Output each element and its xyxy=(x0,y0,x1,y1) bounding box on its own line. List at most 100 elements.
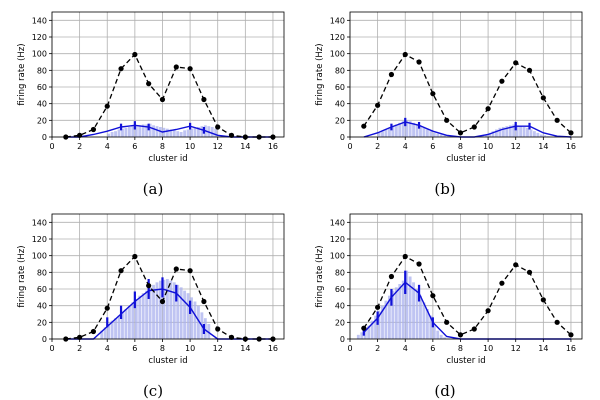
histogram-bar xyxy=(186,293,190,339)
x-tick-label: 14 xyxy=(240,142,250,151)
black-series-point xyxy=(471,124,477,130)
x-tick-label: 14 xyxy=(240,344,250,353)
histogram-bar xyxy=(422,302,426,339)
histogram-bar xyxy=(197,305,200,339)
histogram-bar xyxy=(193,127,197,137)
histogram-bar xyxy=(117,129,121,137)
black-series-point xyxy=(402,51,408,58)
histogram-bar xyxy=(436,330,440,339)
histogram-bar xyxy=(432,132,436,137)
black-series-point xyxy=(388,71,395,78)
histogram-bar xyxy=(405,120,409,137)
histogram-bar xyxy=(394,287,398,339)
histogram-bar xyxy=(207,324,211,339)
y-tick-label: 20 xyxy=(37,116,47,125)
histogram-bar xyxy=(131,302,135,339)
x-tick-label: 4 xyxy=(403,142,408,151)
histogram-bar xyxy=(356,334,360,339)
x-tick-label: 0 xyxy=(49,142,54,151)
black-series-point xyxy=(375,304,381,310)
black-series-point xyxy=(402,253,408,260)
black-series-point xyxy=(361,123,367,129)
y-tick-label: 120 xyxy=(32,235,47,244)
black-series-point xyxy=(513,60,519,66)
histogram-bar xyxy=(519,126,523,137)
x-tick-label: 10 xyxy=(483,344,493,353)
histogram-bar xyxy=(155,282,159,339)
x-tick-label: 6 xyxy=(132,142,137,151)
black-series-line xyxy=(65,255,273,340)
histogram-bar xyxy=(377,310,381,339)
y-axis-label: firing rate (Hz) xyxy=(315,245,325,307)
y-tick-label: 140 xyxy=(330,16,345,25)
panel-c: 0 2 4 6 8 10 12 14 16 0 20 40 60 80 100 120 140 cluster i… xyxy=(17,213,285,400)
black-series-point xyxy=(173,64,179,70)
histogram-bar xyxy=(169,280,173,339)
black-series-line xyxy=(363,53,572,134)
histogram-bar xyxy=(439,134,443,137)
histogram-bar xyxy=(425,129,429,137)
histogram-bar xyxy=(127,305,131,339)
x-tick-label: 8 xyxy=(458,344,463,353)
histogram-bar xyxy=(114,131,117,137)
histogram-bar xyxy=(190,128,193,137)
histogram-bar xyxy=(398,284,402,339)
histogram-bar xyxy=(391,126,395,137)
black-series-point xyxy=(457,130,464,136)
histogram-bar xyxy=(536,132,540,137)
histogram-bar xyxy=(141,293,145,339)
histogram-bar xyxy=(360,332,364,339)
histogram-bar xyxy=(432,324,436,339)
y-tick-label: 100 xyxy=(330,50,345,59)
black-series-point xyxy=(361,325,367,331)
histogram-bar xyxy=(193,301,197,339)
histogram-bar xyxy=(162,279,166,339)
black-series-point xyxy=(159,298,166,305)
black-series-point xyxy=(568,332,574,338)
panel-caption: (d) xyxy=(434,382,455,400)
x-axis-label: cluster id xyxy=(148,356,187,366)
histogram-bar xyxy=(446,136,450,137)
x-tick-label: 2 xyxy=(375,142,380,151)
histogram-bar xyxy=(190,297,193,339)
panel-b: 0 2 4 6 8 10 12 14 16 0 20 40 60 80 100 120 140 cluster i… xyxy=(315,11,583,198)
histogram-bar xyxy=(197,127,200,137)
x-tick-label: 16 xyxy=(566,142,576,151)
histogram-bar xyxy=(186,129,190,137)
x-tick-label: 6 xyxy=(430,344,435,353)
histogram-bar xyxy=(363,329,367,339)
histogram-bar xyxy=(134,125,138,137)
y-tick-label: 140 xyxy=(32,16,47,25)
histogram-bar xyxy=(425,309,429,339)
histogram-bar xyxy=(176,284,180,339)
y-tick-label: 40 xyxy=(37,302,47,311)
histogram-bar xyxy=(543,135,547,137)
black-series-point xyxy=(416,261,422,267)
histogram-bar xyxy=(110,132,114,137)
histogram-bar xyxy=(419,126,422,137)
histogram-bar xyxy=(429,131,433,137)
panel-d: 0 2 4 6 8 10 12 14 16 0 20 40 60 80 100 120 140 cluster i… xyxy=(315,213,583,400)
histogram-bar xyxy=(391,290,395,339)
histogram-bar xyxy=(374,315,378,339)
histogram-bar xyxy=(415,289,419,339)
histogram-bar xyxy=(121,128,124,137)
panel-caption: (a) xyxy=(143,180,164,198)
x-axis-label: cluster id xyxy=(446,356,485,366)
histogram-bar xyxy=(110,320,114,339)
black-series-point xyxy=(146,283,152,289)
histogram-bar xyxy=(394,124,398,137)
histogram-bar xyxy=(387,295,391,339)
black-series-point xyxy=(146,81,152,87)
histogram-bar xyxy=(515,125,519,137)
histogram-bar xyxy=(138,295,142,339)
black-series-point xyxy=(526,269,533,275)
black-series-point xyxy=(485,106,491,112)
black-series-point xyxy=(90,126,97,133)
y-tick-label: 100 xyxy=(32,252,47,261)
x-tick-label: 2 xyxy=(77,344,82,353)
y-tick-label: 80 xyxy=(335,66,345,75)
histogram-bar xyxy=(498,127,502,137)
black-series-point xyxy=(104,103,110,109)
x-tick-label: 10 xyxy=(483,142,493,151)
